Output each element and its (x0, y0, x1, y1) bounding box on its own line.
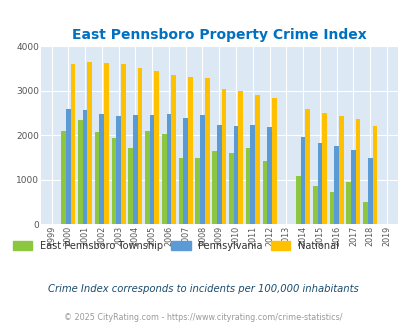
Bar (262, 161, 266, 224)
Bar (83, 110, 87, 224)
Bar (204, 78, 209, 224)
Bar (245, 148, 250, 224)
Bar (238, 91, 243, 224)
Bar (271, 98, 276, 224)
Bar (137, 68, 142, 224)
Bar (228, 153, 233, 224)
Bar (111, 138, 116, 224)
Bar (221, 89, 226, 224)
Bar (154, 71, 159, 224)
Bar (61, 131, 66, 224)
Bar (178, 157, 183, 224)
Bar (188, 77, 192, 224)
Bar (104, 63, 109, 224)
Bar (94, 132, 99, 224)
Bar (200, 115, 204, 224)
Bar (233, 126, 238, 224)
Bar (338, 116, 343, 224)
Text: © 2025 CityRating.com - https://www.cityrating.com/crime-statistics/: © 2025 CityRating.com - https://www.city… (64, 313, 341, 322)
Bar (250, 125, 254, 224)
Bar (345, 182, 350, 224)
Bar (149, 115, 154, 224)
Bar (116, 116, 121, 224)
Bar (300, 137, 305, 224)
Bar (128, 148, 133, 224)
Bar (317, 143, 322, 224)
Bar (295, 176, 300, 224)
Bar (121, 64, 125, 224)
Bar (254, 95, 259, 224)
Bar (133, 115, 137, 224)
Bar (372, 126, 376, 224)
Text: Crime Index corresponds to incidents per 100,000 inhabitants: Crime Index corresponds to incidents per… (47, 284, 358, 294)
Bar (66, 110, 70, 224)
Bar (78, 120, 83, 224)
Bar (350, 150, 355, 224)
Bar (367, 157, 372, 224)
Bar (99, 115, 104, 224)
Bar (145, 131, 149, 224)
Bar (333, 146, 338, 224)
Bar (329, 192, 333, 224)
Legend: East Pennsboro Township, Pennsylvania, National: East Pennsboro Township, Pennsylvania, N… (13, 241, 338, 251)
Bar (162, 134, 166, 224)
Bar (166, 114, 171, 224)
Bar (266, 127, 271, 224)
Bar (312, 186, 317, 224)
Bar (183, 118, 188, 224)
Bar (322, 114, 326, 224)
Bar (362, 202, 367, 224)
Bar (305, 109, 309, 224)
Bar (87, 62, 92, 224)
Bar (216, 125, 221, 224)
Bar (171, 75, 175, 224)
Bar (70, 64, 75, 224)
Bar (195, 158, 200, 224)
Bar (212, 151, 216, 224)
Bar (355, 119, 360, 224)
Title: East Pennsboro Property Crime Index: East Pennsboro Property Crime Index (72, 28, 366, 42)
